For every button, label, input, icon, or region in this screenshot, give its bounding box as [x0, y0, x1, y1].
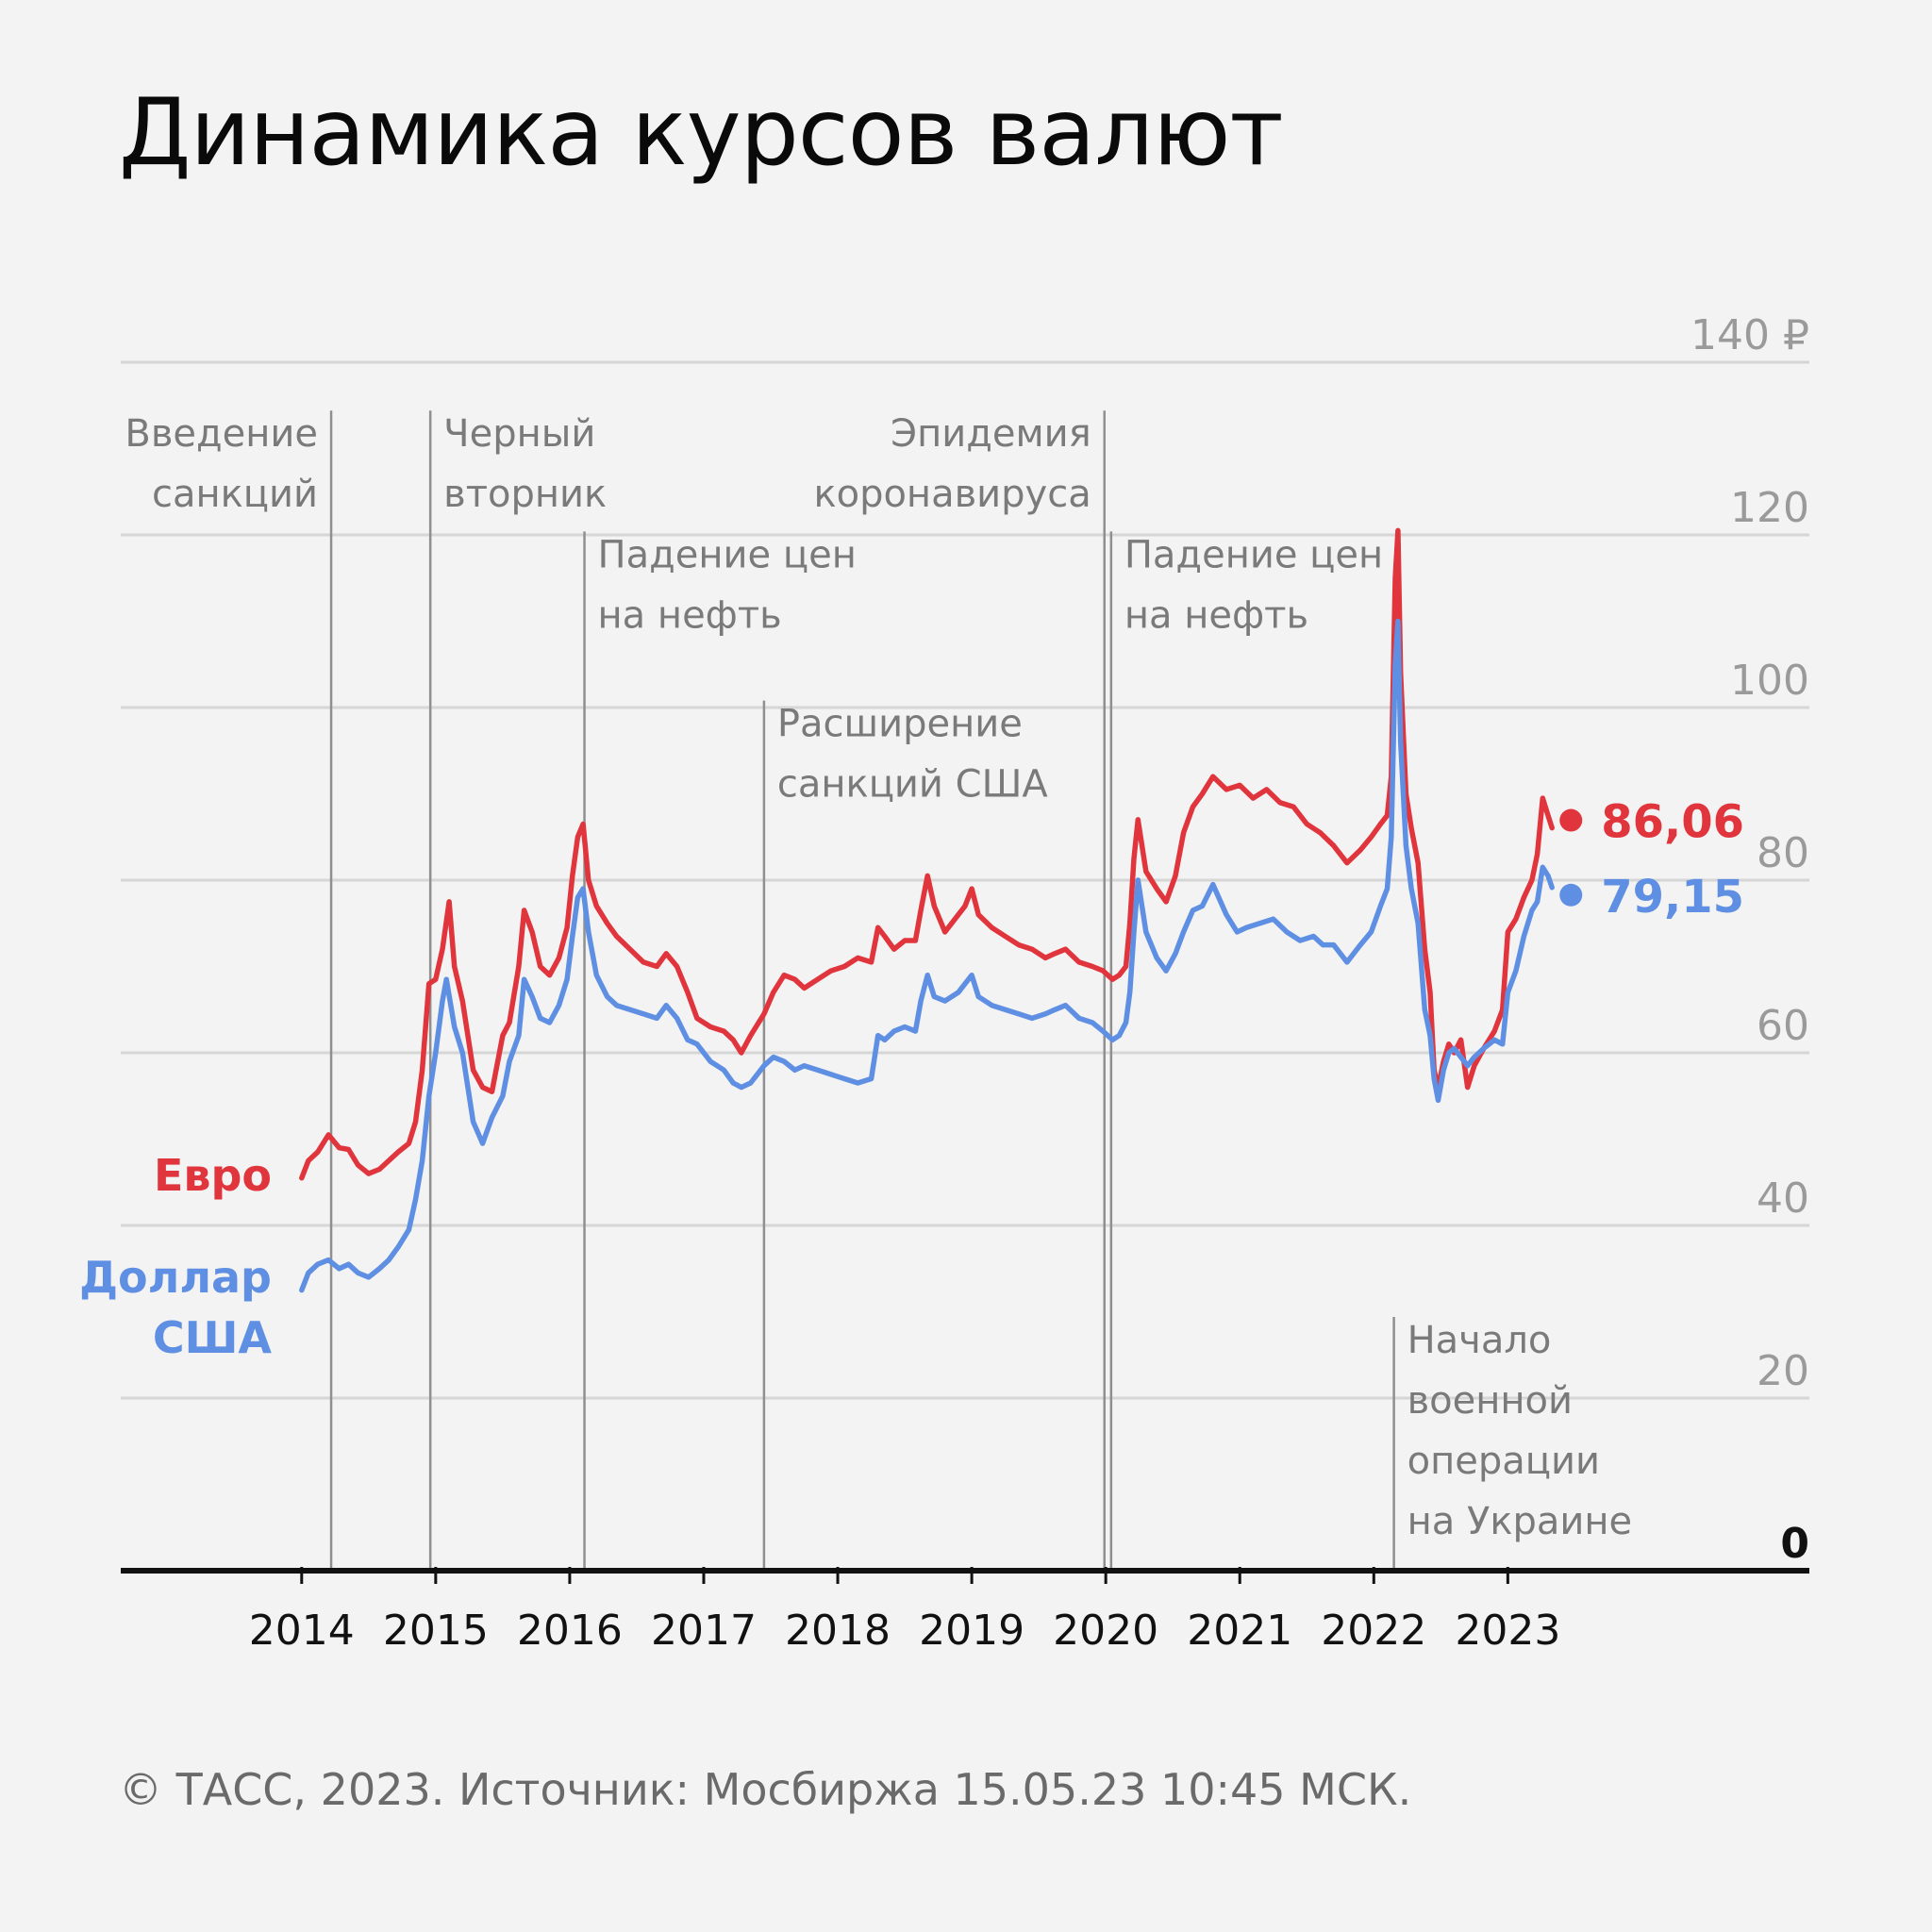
y-tick-label: 100 — [1730, 657, 1809, 705]
x-tick-label: 2015 — [383, 1607, 489, 1655]
annotation-text: вторник — [443, 473, 607, 516]
series-labels: 86,06 Евро 79,15 Доллар США — [79, 796, 1744, 1363]
source-note: © ТАСС, 2023. Источник: Мосбиржа 15.05.2… — [119, 1764, 1412, 1815]
x-tick-label: 2023 — [1455, 1607, 1560, 1655]
annotation-text: Введение — [125, 412, 318, 456]
annotation-text: Падение цен — [1124, 533, 1383, 576]
annotation-text: санкций США — [777, 763, 1048, 807]
series-line-euro — [299, 527, 1555, 1181]
annotation-text: военной — [1407, 1379, 1573, 1423]
x-tick-label: 2022 — [1321, 1607, 1426, 1655]
series-line-usd — [299, 618, 1555, 1293]
x-tick-label: 2018 — [785, 1607, 891, 1655]
annotation-text: на Украине — [1407, 1500, 1633, 1543]
y-tick-label: 140 ₽ — [1690, 311, 1809, 359]
series-end-marker — [1559, 808, 1583, 832]
series-lines — [299, 527, 1555, 1293]
y-tick-label: 120 — [1730, 484, 1809, 532]
series-name-label: США — [153, 1312, 273, 1363]
x-tick-label: 2020 — [1053, 1607, 1158, 1655]
annotation-text: операции — [1407, 1440, 1600, 1483]
gridlines — [121, 360, 1809, 1400]
annotation-text: Черный — [443, 412, 595, 456]
chart-title: Динамика курсов валют — [119, 79, 1284, 187]
event-annotation: Начало военной операции на Украине — [1392, 1316, 1633, 1571]
y-tick-label: 0 — [1780, 1520, 1809, 1568]
y-axis-ticks: 0 20 40 60 80 100 120 140 ₽ — [1690, 311, 1809, 1568]
x-tick-label: 2017 — [651, 1607, 757, 1655]
annotation-text: Эпидемия — [891, 412, 1091, 456]
x-axis-ticks: 2014 2015 2016 2017 2018 2019 2020 2021 2022 2023 — [249, 1567, 1560, 1655]
x-tick-label: 2016 — [517, 1607, 623, 1655]
series-end-marker — [1559, 883, 1583, 907]
event-annotations: Введение санкций Черный вторник Падение цен н… — [125, 410, 1632, 1571]
x-tick-label: 2021 — [1187, 1607, 1292, 1655]
series-end-value: 86,06 — [1601, 796, 1744, 849]
annotation-text: Падение цен — [598, 533, 857, 576]
annotation-text: на нефть — [1124, 593, 1308, 637]
event-annotation: Расширение санкций США — [762, 700, 1048, 1571]
y-tick-label: 40 — [1757, 1174, 1809, 1223]
y-tick-label: 20 — [1757, 1347, 1809, 1395]
x-tick-label: 2014 — [249, 1607, 355, 1655]
annotation-text: санкций — [152, 473, 318, 516]
y-tick-label: 60 — [1757, 1002, 1809, 1050]
y-tick-label: 80 — [1757, 829, 1809, 877]
event-annotation: Падение цен на нефть — [583, 531, 857, 1571]
x-tick-label: 2019 — [919, 1607, 1024, 1655]
annotation-text: коронавируса — [813, 473, 1091, 516]
annotation-text: на нефть — [598, 593, 782, 637]
event-annotation: Введение санкций — [125, 410, 333, 1571]
series-name-label: Доллар — [79, 1252, 272, 1303]
event-annotation: Падение цен на нефть — [1109, 531, 1383, 1571]
series-name-label: Евро — [154, 1150, 272, 1201]
annotation-text: Расширение — [777, 703, 1023, 746]
series-end-value: 79,15 — [1601, 871, 1744, 924]
event-annotation: Эпидемия коронавируса — [813, 410, 1106, 1571]
annotation-text: Начало — [1407, 1319, 1552, 1362]
